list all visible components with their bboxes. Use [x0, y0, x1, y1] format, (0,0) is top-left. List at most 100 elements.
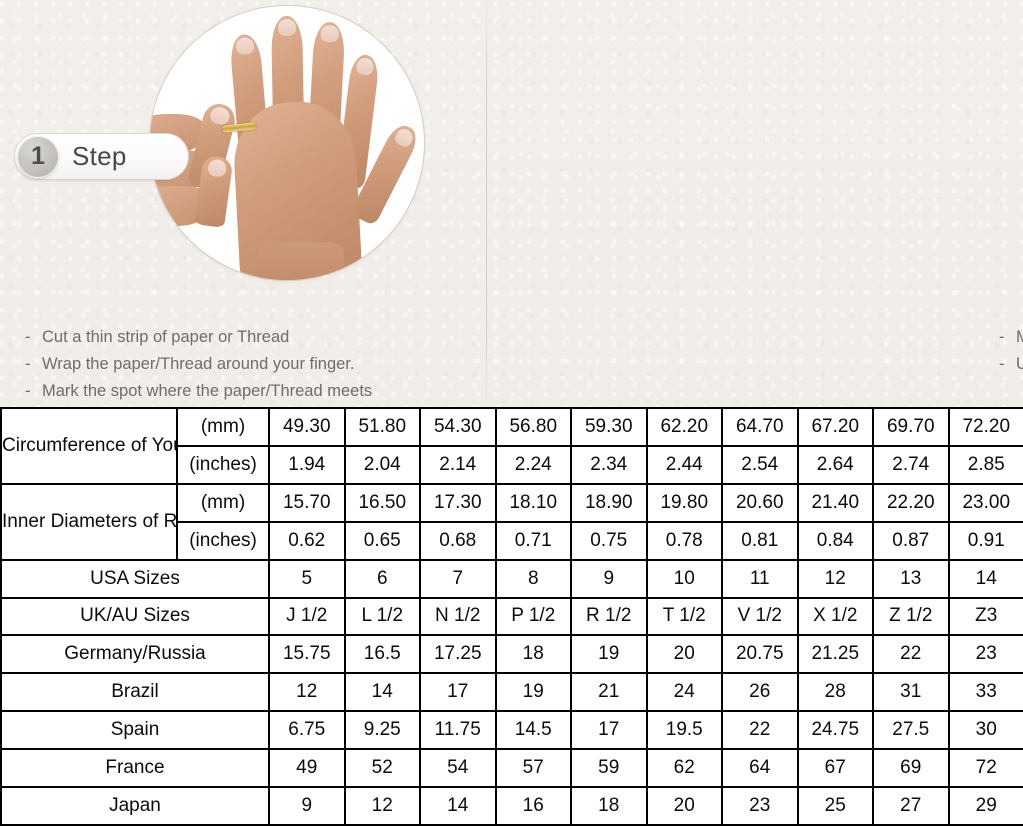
data-cell: 49 — [268, 748, 346, 789]
data-cell: 16.50 — [343, 482, 421, 523]
bullet-dash-icon: - — [25, 382, 31, 400]
data-cell: 0.62 — [268, 520, 346, 561]
data-cell: 17.30 — [419, 482, 497, 523]
data-cell: 9.25 — [343, 710, 421, 751]
data-cell: 62.20 — [645, 407, 723, 447]
unit-label: (inches) — [176, 444, 270, 485]
data-cell: 14.5 — [494, 710, 572, 751]
data-cell: 19.80 — [645, 482, 723, 523]
data-cell: R 1/2 — [570, 596, 648, 637]
data-cell: 21.25 — [796, 634, 874, 675]
data-cell: 2.14 — [419, 444, 497, 485]
data-cell: X 1/2 — [796, 596, 874, 637]
bullet-dash-icon: - — [999, 328, 1005, 346]
data-cell: 22 — [872, 634, 950, 675]
panel-divider — [486, 0, 487, 400]
data-cell: 2.74 — [872, 444, 950, 485]
data-cell: 15.70 — [268, 482, 346, 523]
row-label: Brazil — [0, 672, 270, 713]
data-cell: 23 — [721, 786, 799, 826]
row-label: Germany/Russia — [0, 634, 270, 675]
table-row: (inches) 0.62 0.65 0.68 0.71 0.75 0.78 0.81 0.84… — [1, 520, 1023, 561]
data-cell: V 1/2 — [721, 596, 799, 637]
row-group-label: Inner Diameters of Rings — [0, 482, 178, 561]
table-row: Brazil 12 14 17 19 21 24 26 28 31 33 — [0, 672, 1023, 713]
data-cell: P 1/2 — [494, 596, 572, 637]
data-cell: 31 — [872, 672, 950, 713]
data-cell: 69.70 — [872, 407, 950, 447]
data-cell: 11.75 — [419, 710, 497, 751]
data-cell: 67 — [796, 748, 874, 789]
data-cell: 21 — [570, 672, 648, 713]
data-cell: 0.68 — [419, 520, 497, 561]
instructions-area: 1 Step - Cut a thin strip of paper or Thr… — [0, 0, 1023, 407]
data-cell: 2.64 — [796, 444, 874, 485]
row-label: Japan — [0, 786, 270, 826]
list-item: - Measure the length of the thread with y… — [999, 324, 1023, 351]
row-group-label: Circumference of Your Finger — [0, 407, 178, 485]
instruction-text: Cut a thin strip of paper or Thread — [42, 328, 290, 346]
data-cell: 2.04 — [343, 444, 421, 485]
data-cell: 54.30 — [419, 407, 497, 447]
data-cell: 20.60 — [721, 482, 799, 523]
table-row: Spain 6.75 9.25 11.75 14.5 17 19.5 22 24.75 27.5 3… — [0, 710, 1023, 751]
data-cell: 56.80 — [494, 407, 572, 447]
step-1-label: Step — [72, 141, 127, 171]
data-cell: 16.5 — [343, 634, 421, 675]
data-cell: 26 — [721, 672, 799, 713]
data-cell: 20 — [645, 786, 723, 826]
data-cell: 18 — [494, 634, 572, 675]
data-cell: L 1/2 — [343, 596, 421, 637]
table-row: Inner Diameters of Rings(mm)15.7016.5017… — [0, 482, 1023, 561]
instruction-text: Measure the length of the thread with yo… — [1016, 328, 1023, 346]
data-cell: 6 — [343, 558, 421, 599]
data-cell: 0.87 — [872, 520, 950, 561]
data-cell: 62 — [645, 748, 723, 789]
table-row: Germany/Russia 15.75 16.5 17.25 18 19 20 20.75 2… — [0, 634, 1023, 675]
data-cell: 23.00 — [947, 482, 1023, 523]
data-cell: 9 — [570, 558, 648, 599]
data-cell: 15.75 — [268, 634, 346, 675]
table-row: Japan 9 12 14 16 18 20 23 25 27 29 — [0, 786, 1023, 826]
data-cell: 69 — [872, 748, 950, 789]
data-cell: 1.94 — [268, 444, 346, 485]
data-cell: 54 — [419, 748, 497, 789]
data-cell: 0.71 — [494, 520, 572, 561]
bullet-dash-icon: - — [25, 328, 31, 346]
data-cell: N 1/2 — [419, 596, 497, 637]
data-cell: 16 — [494, 786, 572, 826]
data-cell: 20.75 — [721, 634, 799, 675]
data-cell: 14 — [947, 558, 1023, 599]
data-cell: 49.30 — [268, 407, 346, 447]
data-cell: 23 — [947, 634, 1023, 675]
data-cell: 57 — [494, 748, 572, 789]
data-cell: 5 — [268, 558, 346, 599]
data-cell: 19 — [494, 672, 572, 713]
data-cell: 24 — [645, 672, 723, 713]
data-cell: 27 — [872, 786, 950, 826]
data-cell: 18.10 — [494, 482, 572, 523]
bullet-dash-icon: - — [25, 355, 31, 373]
row-label: USA Sizes — [0, 558, 270, 599]
ring-size-table-container: Circumference of Your Finger(mm)49.3051.… — [0, 407, 1023, 826]
data-cell: 2.54 — [721, 444, 799, 485]
data-cell: 22.20 — [872, 482, 950, 523]
data-cell: 59.30 — [570, 407, 648, 447]
table-row: UK/AU Sizes J 1/2 L 1/2 N 1/2 P 1/2 R 1/2 T 1/… — [0, 596, 1023, 637]
data-cell: Z3 — [947, 596, 1023, 637]
list-item: - Mark the spot where the paper/Thread me… — [25, 378, 372, 405]
data-cell: Z 1/2 — [872, 596, 950, 637]
data-cell: 27.5 — [872, 710, 950, 751]
data-cell: 10 — [645, 558, 723, 599]
data-cell: J 1/2 — [268, 596, 346, 637]
data-cell: 6.75 — [268, 710, 346, 751]
table-row: France 49 52 54 57 59 62 64 67 69 72 — [0, 748, 1023, 789]
data-cell: 28 — [796, 672, 874, 713]
bullet-dash-icon: - — [999, 355, 1005, 373]
list-item: - Use the following chart to determine yo… — [999, 351, 1023, 378]
data-cell: 25 — [796, 786, 874, 826]
data-cell: 17 — [570, 710, 648, 751]
data-cell: 19 — [570, 634, 648, 675]
data-cell: 14 — [419, 786, 497, 826]
